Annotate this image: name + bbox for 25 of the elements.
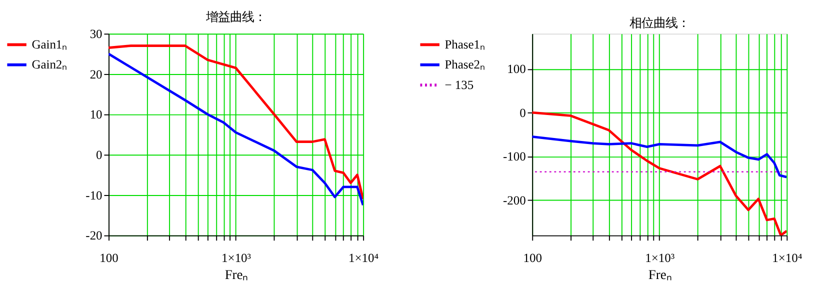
x-tick-label: 100 xyxy=(523,250,542,265)
y-tick-label: 100 xyxy=(507,62,526,76)
x-tick-label: 1×10⁴ xyxy=(772,250,802,265)
legend-label: Phase1ₙ xyxy=(444,38,486,52)
x-axis-title: Freₙ xyxy=(224,267,248,282)
chart-title: 增益曲线： xyxy=(204,9,266,24)
y-tick-label: -10 xyxy=(86,188,102,202)
y-tick-label: 0 xyxy=(96,148,102,162)
legend-label: Phase2ₙ xyxy=(444,58,486,72)
legend-label: Gain2ₙ xyxy=(32,58,68,72)
y-tick-label: 10 xyxy=(90,108,102,122)
x-axis-title: Freₙ xyxy=(648,267,672,282)
y-tick-label: -100 xyxy=(503,150,526,164)
y-tick-label: 30 xyxy=(90,26,102,41)
legend-label: − 135 xyxy=(444,78,474,92)
x-tick-label: 1×10³ xyxy=(645,250,675,265)
y-tick-label: -200 xyxy=(503,194,526,208)
chart-title: 相位曲线： xyxy=(629,14,690,30)
x-tick-label: 100 xyxy=(100,250,118,265)
legend-label: Gain1ₙ xyxy=(32,38,68,52)
y-tick-label: -20 xyxy=(86,228,102,243)
x-tick-label: 1×10³ xyxy=(222,250,252,265)
x-tick-label: 1×10⁴ xyxy=(348,250,379,265)
y-tick-label: 20 xyxy=(90,67,102,82)
y-tick-label: 0 xyxy=(520,106,526,120)
